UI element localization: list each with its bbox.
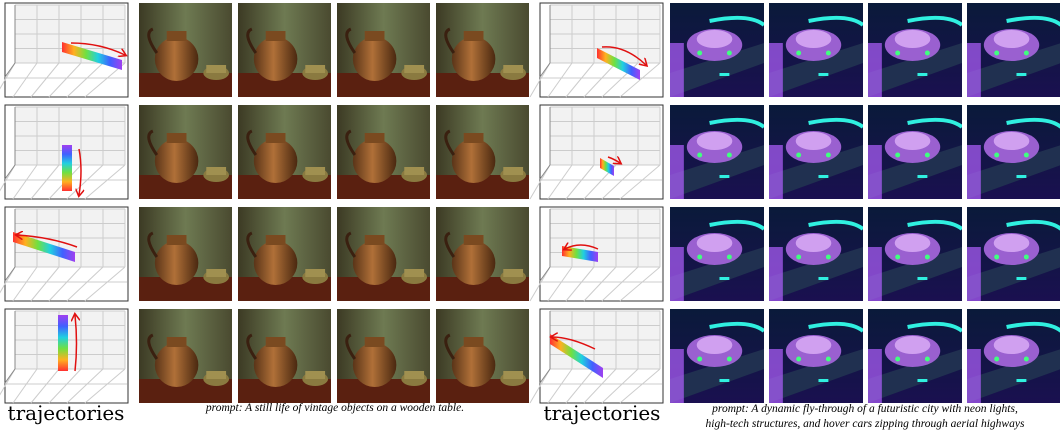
trajectory-plot: [530, 3, 663, 97]
generated-frame: [337, 3, 430, 97]
generated-frame: [868, 309, 962, 403]
generated-frame: [436, 105, 529, 199]
trajectory-plot: [0, 105, 128, 199]
generated-frame: [238, 207, 331, 301]
generated-frame: [139, 309, 232, 403]
generated-frame: [139, 3, 232, 97]
trajectory-plot: [530, 207, 663, 301]
generated-frame: [769, 105, 863, 199]
trajectory-plot: [530, 105, 663, 199]
generated-frame: [238, 309, 331, 403]
trajectory-band: [62, 145, 72, 191]
trajectory-plot: [0, 309, 128, 403]
generated-frame: [238, 3, 331, 97]
generated-frame: [670, 105, 764, 199]
trajectory-band: [58, 315, 68, 371]
generated-frame: [967, 105, 1060, 199]
generated-frame: [868, 3, 962, 97]
generated-frame: [769, 3, 863, 97]
generated-frame: [436, 309, 529, 403]
prompt: high-tech structures, and hover cars zip…: [706, 418, 1025, 430]
generated-frame: [769, 309, 863, 403]
generated-frame: [337, 309, 430, 403]
trajectory-plot: [0, 207, 128, 301]
generated-frame: [868, 105, 962, 199]
generated-frame: [967, 207, 1060, 301]
trajectories-label: trajectories: [544, 401, 661, 425]
prompt: prompt: A still life of vintage objects …: [205, 402, 464, 414]
trajectory-plot: [0, 3, 128, 97]
generated-frame: [769, 207, 863, 301]
page: trajectories trajectories prompt: A stil…: [0, 0, 1060, 437]
generated-frame: [337, 207, 430, 301]
generated-frame: [670, 309, 764, 403]
figure: trajectories trajectories prompt: A stil…: [0, 0, 1060, 437]
generated-frame: [238, 105, 331, 199]
generated-frame: [967, 3, 1060, 97]
trajectory-plot: [530, 309, 663, 403]
generated-frame: [139, 207, 232, 301]
generated-frame: [436, 207, 529, 301]
trajectories-label: trajectories: [8, 401, 125, 425]
generated-frame: [868, 207, 962, 301]
generated-frame: [436, 3, 529, 97]
generated-frame: [139, 105, 232, 199]
generated-frame: [337, 105, 430, 199]
generated-frame: [967, 309, 1060, 403]
generated-frame: [670, 207, 764, 301]
generated-frame: [670, 3, 764, 97]
layout: [0, 3, 1060, 403]
prompt: prompt: A dynamic fly-through of a futur…: [711, 403, 1018, 415]
